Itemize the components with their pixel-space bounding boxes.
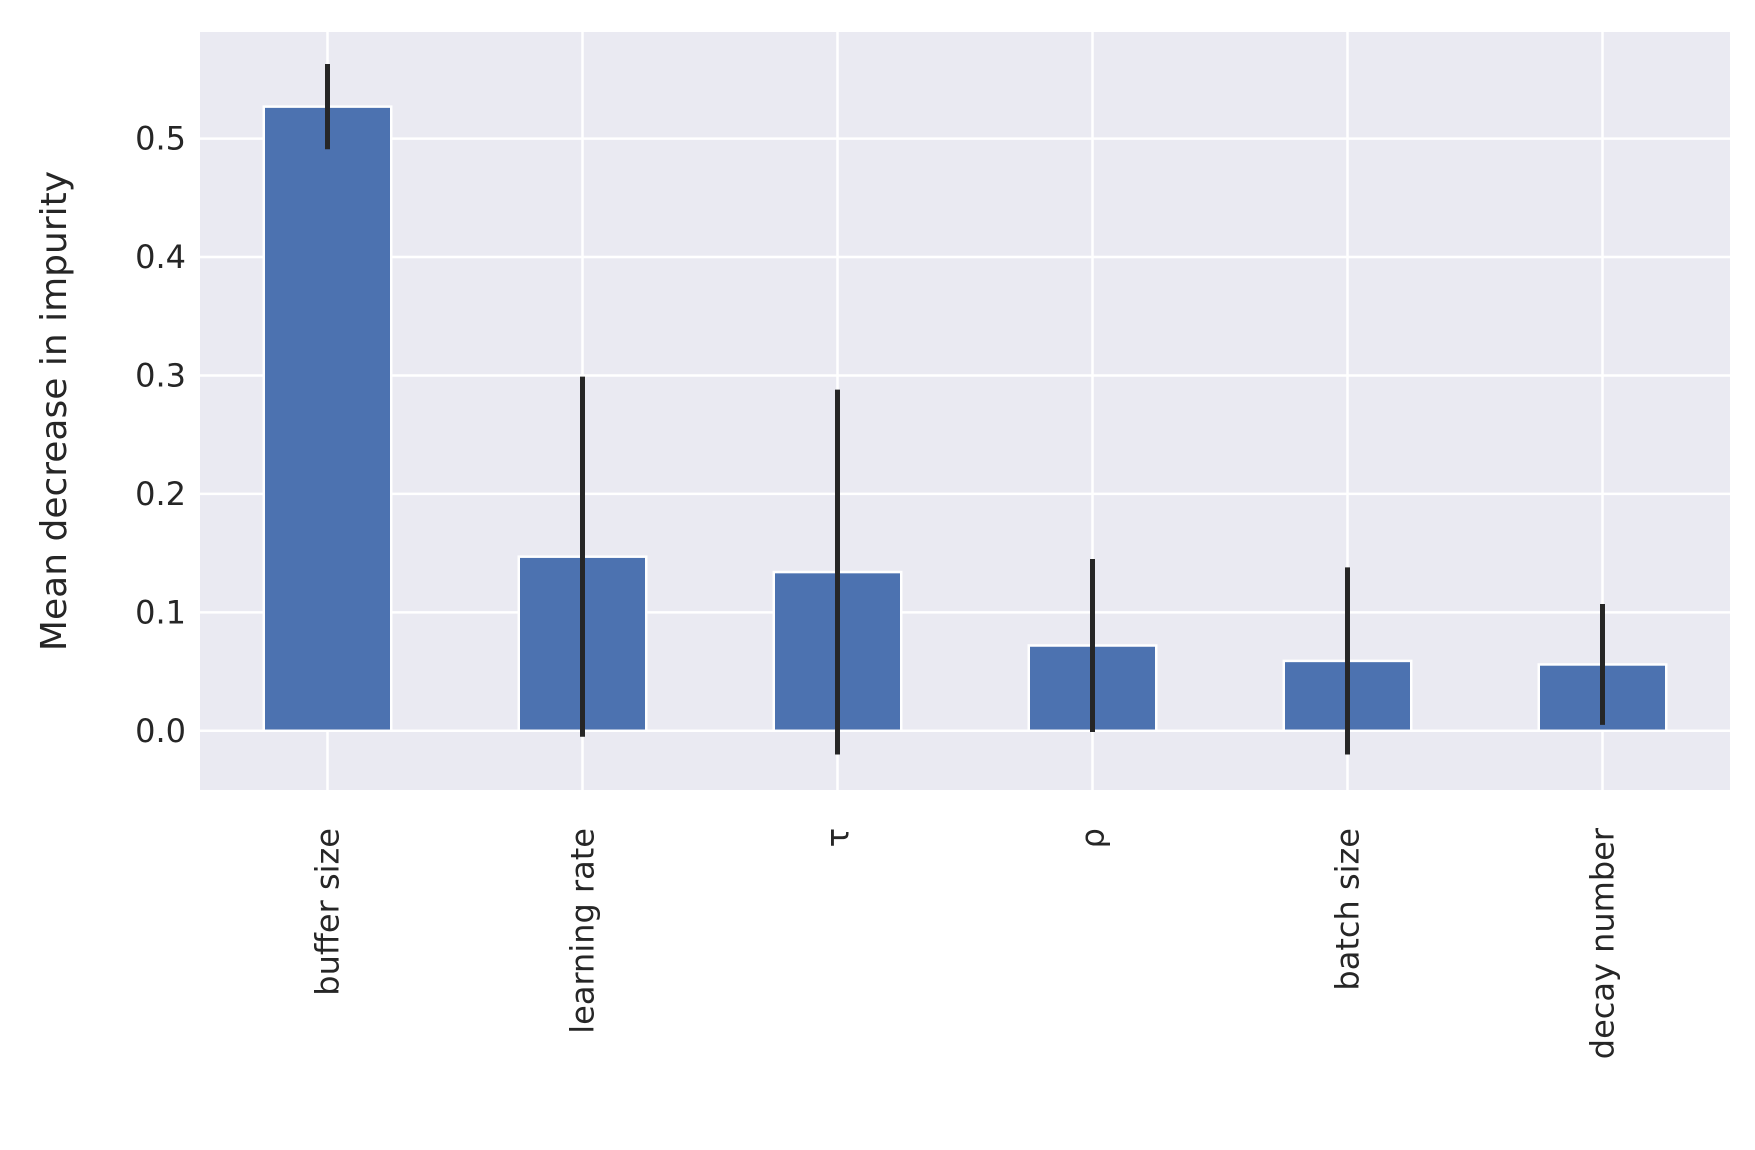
error-bars — [325, 63, 1605, 755]
x-tick-label: buffer size — [309, 828, 347, 996]
x-tick-label: decay number — [1584, 827, 1622, 1059]
y-tick-label: 0.1 — [135, 593, 186, 631]
x-tick-labels: buffer size learning rate τ ρ batch size deca… — [309, 827, 1622, 1059]
y-tick-label: 0.4 — [135, 238, 186, 276]
x-tick-label: ρ — [1074, 828, 1112, 848]
x-tick-label: learning rate — [564, 828, 602, 1034]
y-tick-label: 0.0 — [135, 712, 186, 750]
y-tick-labels: 0.0 0.1 0.2 0.3 0.4 0.5 — [135, 120, 186, 750]
x-tick-label: batch size — [1329, 828, 1367, 991]
grid-lines — [200, 32, 1730, 790]
bar — [262, 105, 393, 733]
x-tick-label: τ — [819, 828, 857, 847]
plot-area — [200, 32, 1730, 790]
y-tick-label: 0.2 — [135, 475, 186, 513]
y-tick-label: 0.3 — [135, 356, 186, 394]
y-tick-label: 0.5 — [135, 120, 186, 158]
y-axis-label: Mean decrease in impurity — [34, 171, 75, 651]
